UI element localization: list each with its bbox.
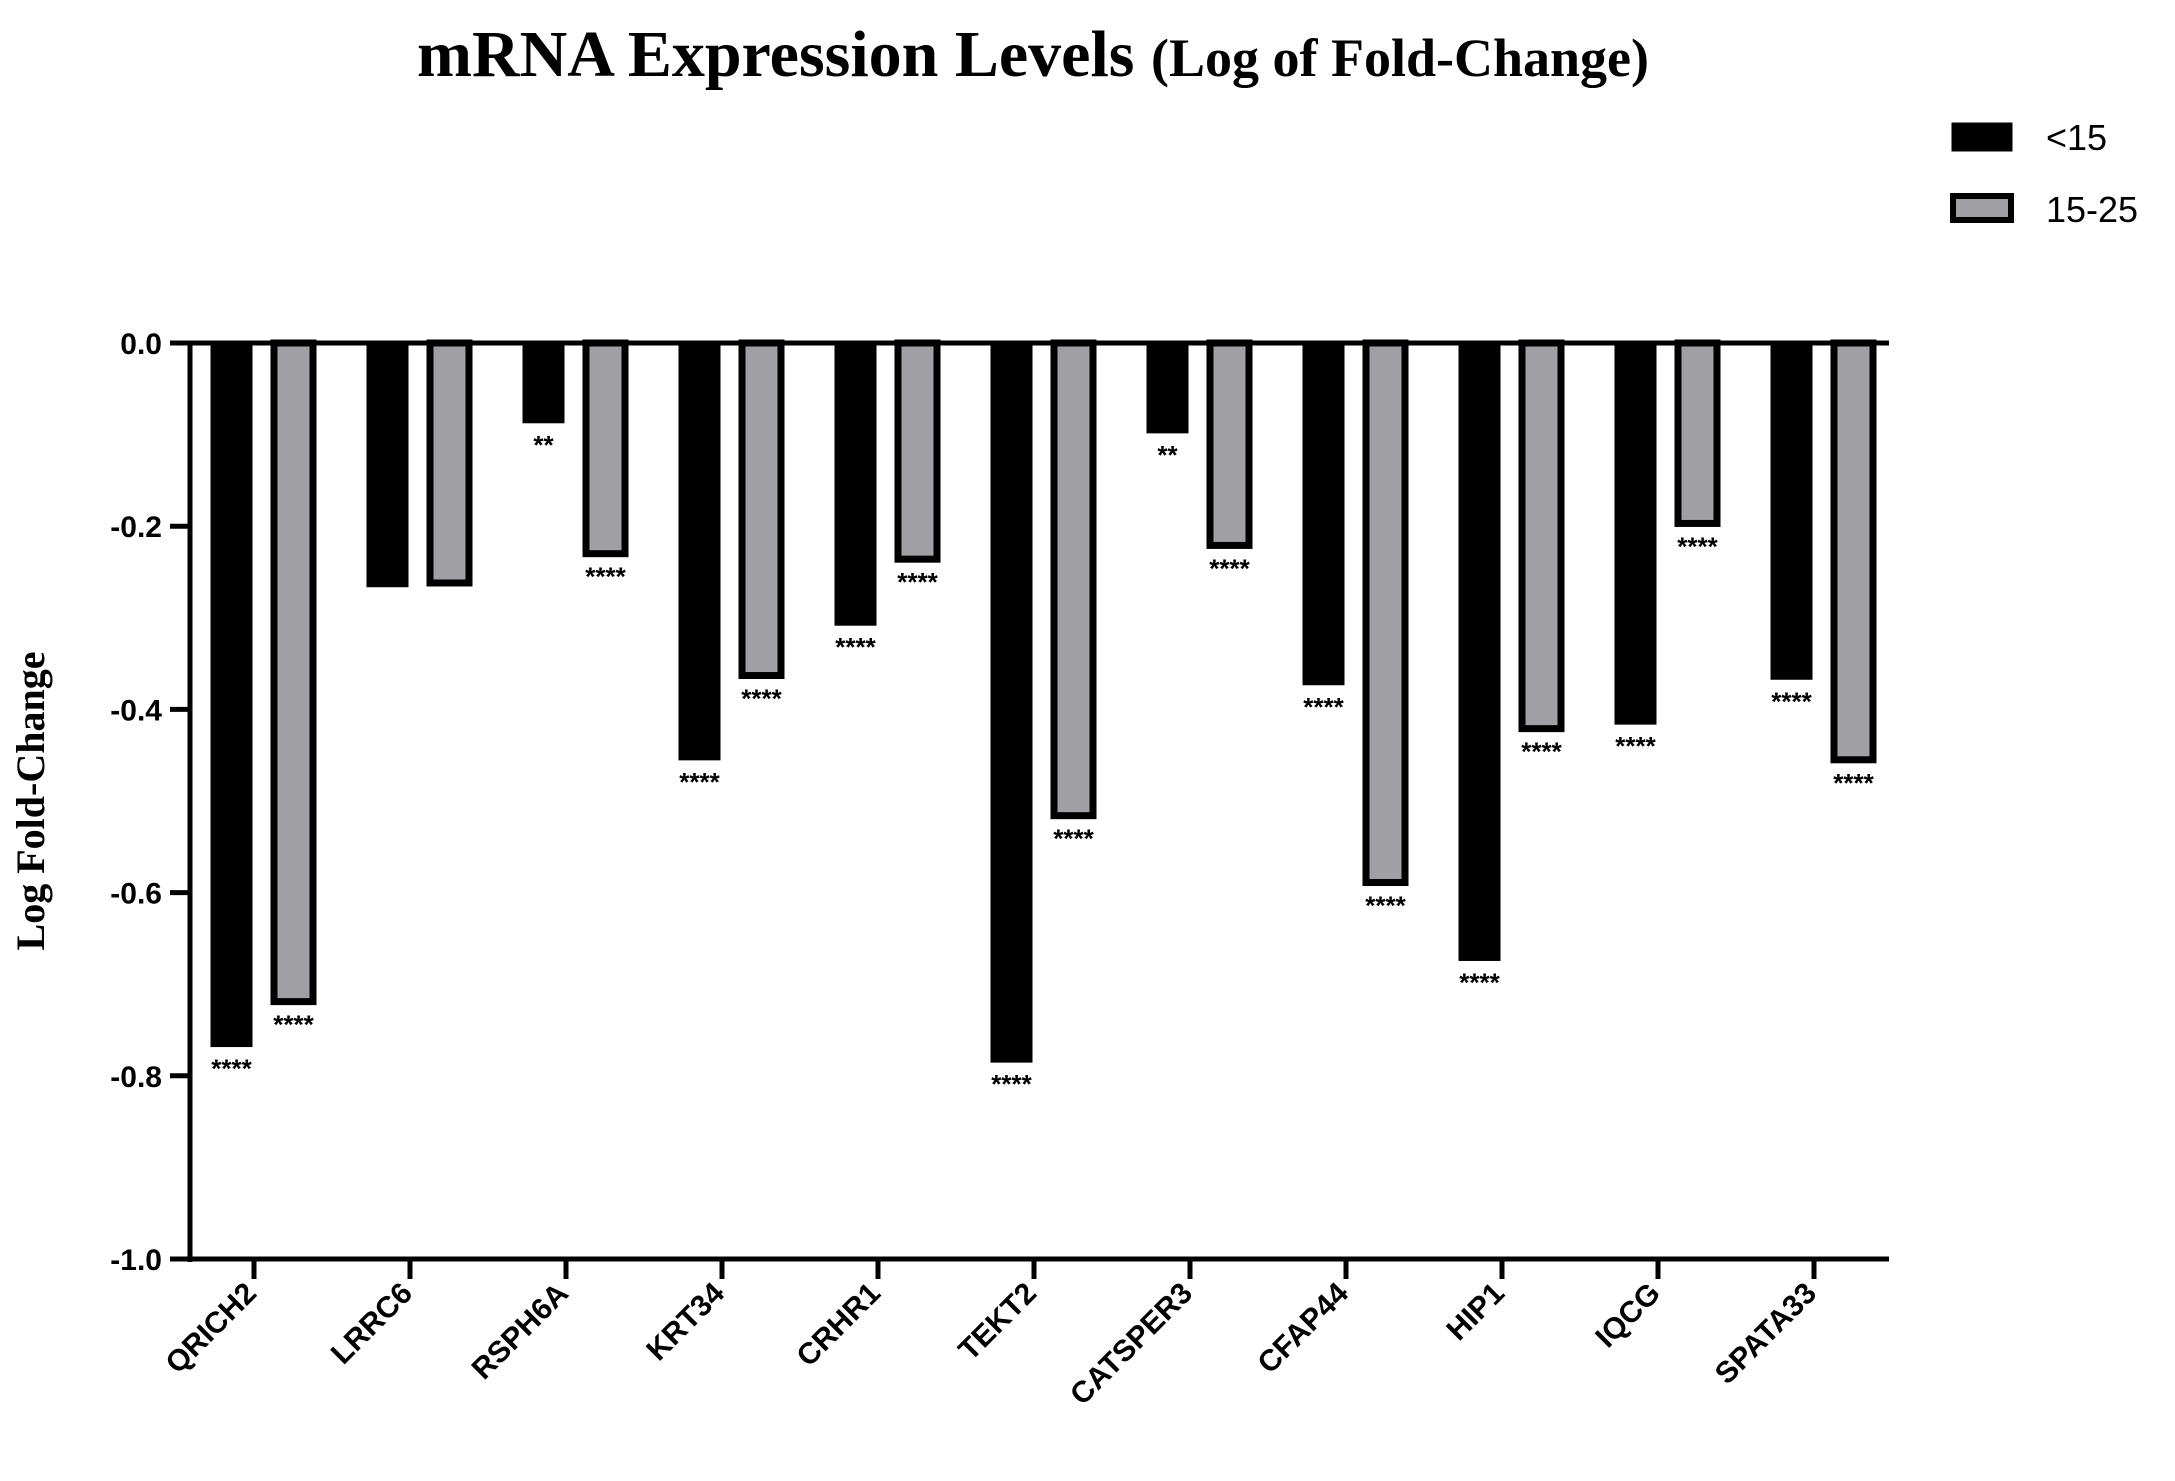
legend-label: <15	[2046, 117, 2107, 158]
significance-label: ****	[211, 1054, 252, 1084]
significance-label: ****	[1209, 553, 1250, 583]
significance-label: **	[533, 430, 554, 460]
significance-label: ****	[1521, 737, 1562, 767]
chart-title-paren: (Log of Fold-Change)	[1151, 28, 1649, 88]
bar-lt15	[1146, 341, 1189, 434]
y-tick-label: -0.8	[110, 1061, 162, 1094]
legend-swatch	[1951, 122, 2013, 152]
x-tick-label: SPATA33	[1709, 1277, 1823, 1391]
bar-15-25	[1674, 339, 1721, 527]
bar-lt15	[366, 341, 409, 588]
significance-label: ****	[273, 1010, 314, 1040]
significance-label: ****	[585, 562, 626, 592]
significance-label: ****	[1365, 891, 1406, 921]
significance-label: ****	[741, 684, 782, 714]
significance-label: **	[1157, 440, 1178, 470]
bar-15-25	[426, 339, 473, 587]
significance-label: ****	[1677, 531, 1718, 561]
legend: <15 15-25	[1950, 117, 2138, 230]
bar-lt15	[834, 341, 877, 626]
bar-lt15	[522, 341, 565, 424]
bar-15-25	[270, 339, 317, 1006]
significance-label: ****	[1833, 768, 1874, 798]
significance-label: ****	[1615, 731, 1656, 761]
significance-label: ****	[1053, 824, 1094, 854]
significance-label: ****	[1303, 692, 1344, 722]
x-tick-label: RSPH6A	[466, 1277, 575, 1386]
bar-15-25	[1206, 339, 1253, 549]
bar-15-25	[738, 339, 785, 680]
x-tick-label: CFAP44	[1251, 1276, 1355, 1380]
y-tick-label: -0.4	[110, 694, 162, 727]
bar-15-25	[1518, 339, 1565, 733]
significance-label: ****	[1459, 967, 1500, 997]
significance-label: ****	[835, 632, 876, 662]
bar-lt15	[678, 341, 721, 761]
chart-title-main: mRNA Expression Levels	[417, 18, 1135, 91]
bar-lt15	[1770, 341, 1813, 680]
legend-label: 15-25	[2046, 189, 2138, 230]
bar-lt15	[1458, 341, 1501, 961]
x-tick-label: CATSPER3	[1064, 1277, 1199, 1412]
x-tick-label: LRRC6	[325, 1277, 419, 1371]
chart-title: mRNA Expression Levels (Log of Fold-Chan…	[417, 18, 1649, 91]
bar-15-25	[1362, 339, 1409, 887]
y-axis-label: Log Fold-Change	[8, 652, 53, 951]
significance-label: ****	[897, 567, 938, 597]
bar-15-25	[894, 339, 941, 563]
significance-label: ****	[1771, 686, 1812, 716]
x-tick-label: IQCG	[1589, 1277, 1667, 1355]
significance-label: ****	[991, 1069, 1032, 1099]
bar-15-25	[582, 339, 629, 558]
bar-lt15	[210, 341, 253, 1048]
y-tick-label: 0.0	[120, 328, 162, 361]
x-tick-label: QRICH2	[159, 1277, 262, 1380]
bar-lt15	[990, 341, 1033, 1063]
bar-15-25	[1830, 339, 1877, 764]
x-tick-label: KRT34	[640, 1276, 731, 1367]
y-tick-label: -0.2	[110, 511, 162, 544]
x-tick-label: CRHR1	[791, 1277, 887, 1373]
significance-label: ****	[679, 767, 720, 797]
bar-15-25	[1050, 339, 1097, 820]
y-tick-label: -1.0	[110, 1244, 162, 1277]
bar-lt15	[1302, 341, 1345, 686]
legend-swatch	[1950, 193, 2014, 223]
bar-lt15	[1614, 341, 1657, 725]
plot-area: 0.0-0.2-0.4-0.6-0.8-1.0QRICH2********LRR…	[110, 328, 1889, 1412]
x-tick-label: TEKT2	[952, 1277, 1043, 1368]
y-tick-label: -0.6	[110, 878, 162, 911]
x-tick-label: HIP1	[1440, 1277, 1511, 1348]
